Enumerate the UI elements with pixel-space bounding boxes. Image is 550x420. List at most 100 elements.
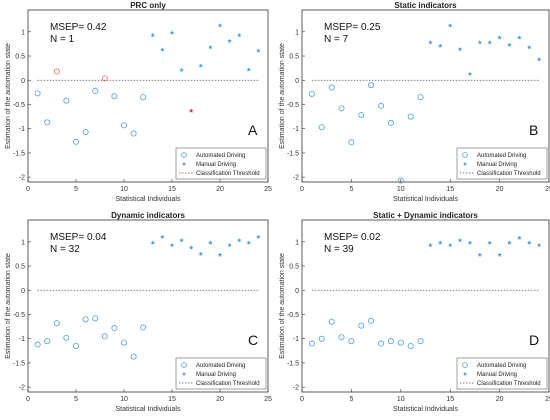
data-point-circle bbox=[338, 334, 345, 341]
x-tick-label: 20 bbox=[496, 186, 504, 193]
legend-label: Automated Driving bbox=[196, 363, 245, 369]
data-point-star bbox=[497, 252, 502, 257]
x-tick-label: 25 bbox=[264, 396, 272, 403]
legend-star-marker bbox=[181, 161, 187, 166]
data-point-star bbox=[467, 71, 473, 76]
y-axis-label: Estimation of the automation state bbox=[279, 43, 286, 149]
x-tick-label: 15 bbox=[446, 186, 454, 193]
legend-star-marker bbox=[181, 371, 187, 376]
data-point-circle bbox=[378, 340, 385, 347]
legend-label: Classification Threshold bbox=[196, 171, 260, 177]
data-point-star bbox=[536, 57, 542, 62]
n-annotation: N = 32 bbox=[50, 244, 80, 255]
legend-label: Classification Threshold bbox=[477, 381, 541, 387]
data-point-circle bbox=[387, 338, 394, 345]
data-point-circle bbox=[101, 75, 108, 82]
data-point-circle bbox=[308, 90, 315, 97]
legend-label: Automated Driving bbox=[477, 153, 526, 159]
y-tick-label: -1.5 bbox=[287, 360, 299, 367]
y-tick-label: -0.5 bbox=[13, 102, 25, 109]
data-point-star bbox=[256, 234, 261, 239]
x-tick-label: 20 bbox=[216, 186, 224, 193]
msep-annotation: MSEP= 0.02 bbox=[324, 232, 381, 243]
x-tick-label: 20 bbox=[496, 396, 504, 403]
panel-letter: D bbox=[529, 332, 539, 348]
n-annotation: N = 7 bbox=[324, 34, 349, 45]
y-tick-label: -1 bbox=[19, 336, 25, 343]
data-point-star bbox=[160, 234, 165, 239]
y-tick-label: -2 bbox=[19, 385, 25, 392]
x-axis-label: Statistical Individuals bbox=[116, 196, 181, 203]
data-point-star bbox=[507, 42, 512, 47]
panel-letter: B bbox=[529, 122, 538, 138]
data-point-circle bbox=[397, 339, 404, 346]
data-point-star bbox=[447, 242, 453, 248]
data-point-star bbox=[428, 40, 433, 45]
x-tick-label: 5 bbox=[349, 186, 353, 193]
data-point-circle bbox=[397, 177, 404, 184]
data-point-circle bbox=[368, 82, 375, 89]
y-tick-label: -1 bbox=[293, 336, 299, 343]
n-annotation: N = 39 bbox=[324, 244, 354, 255]
y-tick-label: 0.5 bbox=[15, 54, 25, 61]
chart-panel-a: PRC only 0 5 10 15 20 25 -2 -1.5 -1 -0.5 0 0.5 1 Stati… bbox=[5, 1, 272, 203]
y-tick-label: 1 bbox=[295, 29, 299, 36]
data-point-star bbox=[438, 43, 443, 48]
x-axis-label: Statistical Individuals bbox=[393, 196, 458, 203]
data-point-star bbox=[160, 47, 165, 52]
data-point-circle bbox=[417, 338, 424, 345]
data-point-star bbox=[236, 237, 242, 243]
data-point-circle bbox=[358, 322, 365, 329]
chart-title: Static + Dynamic indicators bbox=[373, 211, 478, 220]
x-tick-label: 15 bbox=[446, 396, 454, 403]
x-tick-label: 10 bbox=[397, 396, 405, 403]
x-tick-label: 5 bbox=[349, 396, 353, 403]
data-point-circle bbox=[34, 90, 41, 97]
legend-box bbox=[175, 147, 267, 180]
data-point-star bbox=[217, 23, 223, 28]
data-point-star bbox=[447, 23, 453, 28]
y-tick-label: -1 bbox=[19, 126, 25, 133]
data-point-star bbox=[217, 252, 223, 257]
data-point-circle bbox=[73, 342, 80, 349]
data-point-circle bbox=[130, 353, 137, 360]
x-tick-label: 0 bbox=[300, 396, 304, 403]
data-point-circle bbox=[318, 335, 325, 342]
x-tick-label: 10 bbox=[397, 186, 405, 193]
y-tick-label: 1 bbox=[21, 239, 25, 246]
data-point-star bbox=[477, 252, 483, 257]
data-point-star bbox=[236, 32, 242, 38]
x-tick-label: 25 bbox=[545, 396, 550, 403]
panel-letter: A bbox=[248, 122, 258, 138]
msep-annotation: MSEP= 0.04 bbox=[50, 232, 107, 243]
data-point-circle bbox=[308, 340, 315, 347]
data-point-circle bbox=[92, 315, 99, 322]
legend-box bbox=[456, 147, 548, 180]
data-point-circle bbox=[358, 112, 365, 119]
legend-circle-marker bbox=[181, 362, 187, 368]
data-point-star bbox=[457, 237, 463, 243]
data-point-circle bbox=[348, 139, 355, 146]
data-point-star bbox=[246, 240, 252, 245]
data-point-star bbox=[517, 235, 522, 240]
data-point-circle bbox=[82, 129, 89, 136]
series-automated-driving bbox=[34, 68, 147, 145]
legend-circle-marker bbox=[462, 152, 468, 158]
legend-circle-marker bbox=[462, 362, 468, 368]
x-tick-label: 20 bbox=[216, 396, 224, 403]
y-axis-label: Estimation of the automation state bbox=[279, 253, 286, 359]
data-point-star bbox=[487, 40, 492, 45]
y-tick-label: -2 bbox=[293, 385, 299, 392]
y-tick-label: -1.5 bbox=[287, 150, 299, 157]
data-point-star bbox=[227, 242, 232, 248]
legend-label: Classification Threshold bbox=[196, 381, 260, 387]
data-point-circle bbox=[63, 97, 70, 104]
x-tick-label: 5 bbox=[74, 396, 78, 403]
data-point-circle bbox=[63, 334, 70, 341]
data-point-circle bbox=[44, 338, 51, 345]
data-point-star bbox=[150, 240, 156, 245]
y-tick-label: 0 bbox=[21, 78, 25, 85]
x-tick-label: 5 bbox=[74, 186, 78, 193]
chart-title: Dynamic indicators bbox=[111, 211, 185, 220]
